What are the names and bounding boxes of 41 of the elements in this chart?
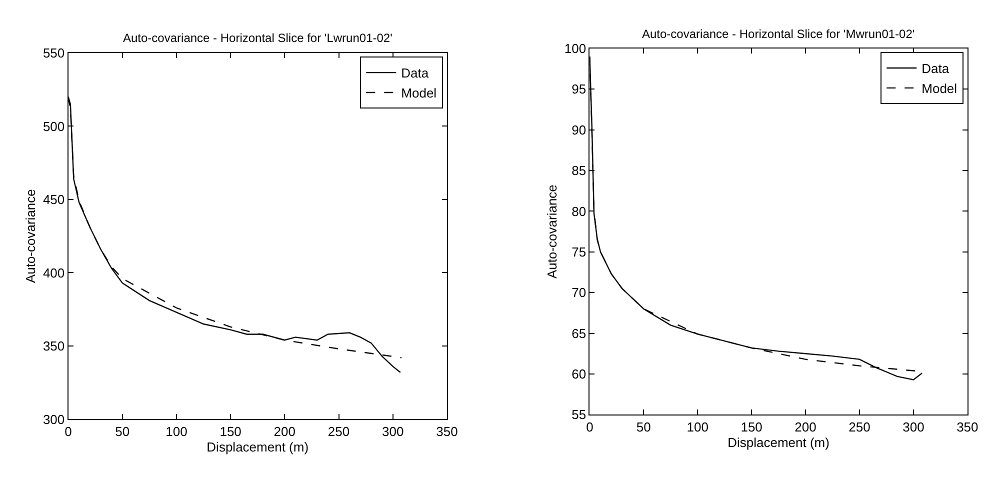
x-tick-label: 350 <box>436 424 458 439</box>
x-tick-label: 50 <box>115 424 130 439</box>
x-tick-label: 250 <box>328 424 350 439</box>
chart-title: Auto-covariance - Horizontal Slice for 'Mwrun01-02' <box>642 27 915 41</box>
y-tick-label: 60 <box>572 366 586 382</box>
y-tick-label: 500 <box>42 118 65 134</box>
x-tick-label: 300 <box>902 419 924 434</box>
y-tick-label: 450 <box>42 192 65 208</box>
x-tick-label: 200 <box>794 419 816 434</box>
legend-label: Data <box>922 61 950 76</box>
y-tick-label: 100 <box>564 40 586 56</box>
x-axis-title: Displacement (m) <box>206 439 309 454</box>
legend-label: Model <box>922 80 958 96</box>
x-axis-title: Displacement (m) <box>728 434 830 450</box>
y-tick-label: 75 <box>572 244 586 260</box>
y-tick-label: 95 <box>572 82 586 97</box>
y-tick-label: 70 <box>572 285 586 300</box>
legend-label: Model <box>401 86 437 101</box>
y-axis-title: Auto-covariance <box>544 184 560 279</box>
y-tick-label: 80 <box>572 204 586 219</box>
x-tick-label: 200 <box>274 424 296 439</box>
y-tick-label: 550 <box>42 46 65 60</box>
y-tick-label: 400 <box>42 265 65 280</box>
legend-label: Data <box>401 66 430 81</box>
x-tick-label: 100 <box>686 419 708 434</box>
y-tick-label: 350 <box>42 338 65 354</box>
y-axis-title: Auto-covariance <box>22 189 38 284</box>
x-tick-label: 350 <box>956 419 978 434</box>
x-tick-label: 100 <box>166 424 188 439</box>
x-tick-label: 0 <box>586 419 594 434</box>
x-tick-label: 150 <box>220 424 242 439</box>
y-tick-label: 90 <box>572 122 586 138</box>
y-tick-label: 65 <box>572 326 586 341</box>
y-tick-label: 55 <box>572 407 586 422</box>
x-tick-label: 50 <box>636 419 651 434</box>
chart-title: Auto-covariance - Horizontal Slice for 'Lwrun01-02' <box>123 31 392 45</box>
x-tick-label: 150 <box>740 419 762 434</box>
x-tick-label: 0 <box>64 424 72 439</box>
y-tick-label: 85 <box>572 163 586 178</box>
x-tick-label: 250 <box>848 419 870 434</box>
x-tick-label: 300 <box>382 424 404 439</box>
